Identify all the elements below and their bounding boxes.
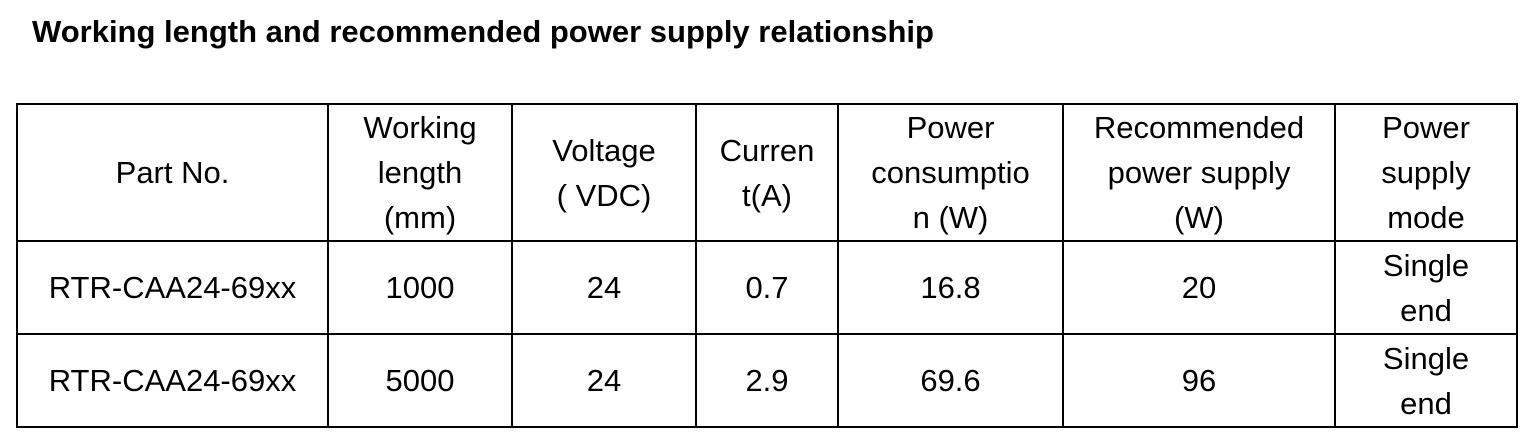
cell-text: Recommended xyxy=(1093,110,1305,145)
table-cell: 24 xyxy=(511,333,697,428)
header-cell: Part No. xyxy=(16,103,329,242)
table-cell: 2.9 xyxy=(695,333,839,428)
table-cell: Single end xyxy=(1334,240,1518,335)
cell-text: power supply xyxy=(1107,155,1291,190)
cell-text: Voltage xyxy=(552,132,656,168)
header-cell: Voltage ( VDC) xyxy=(511,103,697,242)
cell-text: 69.6 xyxy=(920,363,981,398)
header-cell: Curren t(A) xyxy=(695,103,839,242)
cell-text: 0.7 xyxy=(745,270,789,305)
cell-text: t(A) xyxy=(742,177,792,213)
header-row: Part No. Working length (mm) Voltage ( VDC) Cu… xyxy=(16,103,1518,242)
title: Working length and recommended power sup… xyxy=(32,14,934,49)
table-cell: 69.6 xyxy=(837,333,1064,428)
header-cell: Working length (mm) xyxy=(327,103,513,242)
table-cell: RTR-CAA24-69xx xyxy=(16,333,329,428)
cell-text: 16.8 xyxy=(920,270,981,305)
table-cell: 24 xyxy=(511,240,697,335)
cell-text: 24 xyxy=(586,363,622,398)
cell-text: (W) xyxy=(1174,200,1224,235)
table-cell: 5000 xyxy=(327,333,513,428)
cell-text: Single xyxy=(1382,247,1470,283)
table-row: RTR-CAA24-69xx 5000 24 2.9 69.6 96 Single end xyxy=(16,333,1518,428)
cell-text: 1000 xyxy=(385,270,455,305)
cell-text: RTR-CAA24-69xx xyxy=(48,363,297,398)
cell-text: Curren xyxy=(719,132,815,168)
cell-text: end xyxy=(1400,385,1452,421)
cell-text: 20 xyxy=(1181,270,1217,305)
cell-text: Power xyxy=(906,110,995,145)
cell-text: Working xyxy=(363,110,477,145)
cell-text: n (W) xyxy=(912,200,989,235)
table-cell: Single end xyxy=(1334,333,1518,428)
cell-text: 5000 xyxy=(385,363,455,398)
cell-text: Single xyxy=(1382,340,1470,376)
cell-text: RTR-CAA24-69xx xyxy=(48,270,297,305)
header-cell: Power consumptio n (W) xyxy=(837,103,1064,242)
cell-text: Part No. xyxy=(115,155,230,190)
table-cell: 96 xyxy=(1062,333,1336,428)
cell-text: ( VDC) xyxy=(556,177,652,213)
header-cell: Power supply mode xyxy=(1334,103,1518,242)
table-cell: 16.8 xyxy=(837,240,1064,335)
cell-text: consumptio xyxy=(871,155,1030,190)
cell-text: end xyxy=(1400,292,1452,328)
cell-text: 24 xyxy=(586,270,622,305)
cell-text: 2.9 xyxy=(745,363,789,398)
table-cell: 1000 xyxy=(327,240,513,335)
cell-text: length xyxy=(377,155,463,190)
cell-text: supply xyxy=(1381,155,1471,190)
table-cell: 20 xyxy=(1062,240,1336,335)
spec-table: Part No. Working length (mm) Voltage ( VDC) Cu… xyxy=(16,103,1518,428)
cell-text: 96 xyxy=(1181,363,1217,398)
table-row: RTR-CAA24-69xx 1000 24 0.7 16.8 20 Single end xyxy=(16,240,1518,335)
cell-text: Power xyxy=(1382,110,1470,145)
table-cell: 0.7 xyxy=(695,240,839,335)
header-cell: Recommended power supply (W) xyxy=(1062,103,1336,242)
table-cell: RTR-CAA24-69xx xyxy=(16,240,329,335)
cell-text: (mm) xyxy=(383,200,457,235)
cell-text: mode xyxy=(1387,200,1465,235)
